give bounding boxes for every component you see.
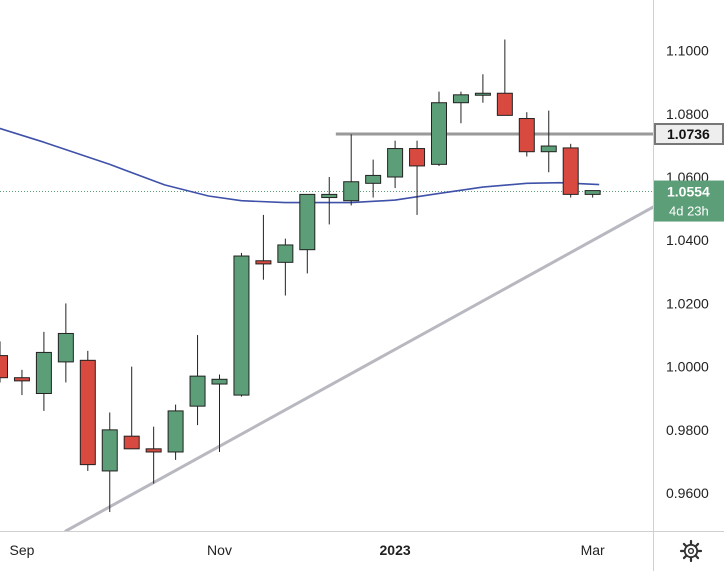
x-tick-label: 2023 xyxy=(380,542,411,558)
level-badge-label: 1.0736 xyxy=(667,126,710,142)
countdown-label: 4d 23h xyxy=(669,204,709,219)
candle[interactable] xyxy=(145,426,162,484)
candle[interactable] xyxy=(452,91,469,124)
last-price-badge-bg xyxy=(654,180,724,222)
candle[interactable] xyxy=(431,91,447,166)
x-tick-label: Nov xyxy=(207,542,232,558)
candle-body-down xyxy=(409,148,426,167)
candle[interactable] xyxy=(233,252,250,397)
candle[interactable] xyxy=(343,134,360,206)
candle-body-up xyxy=(189,375,206,407)
x-tick-label: Sep xyxy=(9,542,34,558)
candle[interactable] xyxy=(474,74,491,103)
candle[interactable] xyxy=(167,404,184,460)
candle-body-down xyxy=(145,448,162,453)
candle[interactable] xyxy=(562,143,579,198)
candle[interactable] xyxy=(189,335,206,426)
y-tick-label: 0.9800 xyxy=(666,422,709,438)
candle-body-up xyxy=(299,193,316,251)
y-tick-label: 1.1000 xyxy=(666,43,709,59)
y-tick-label: 1.0800 xyxy=(666,106,709,122)
candle-body-down xyxy=(562,147,579,195)
y-tick-label: 1.0400 xyxy=(666,232,709,248)
candle-body-up xyxy=(167,410,184,453)
last-price-badge[interactable]: 1.0554 4d 23h xyxy=(654,180,724,222)
candle-body-down xyxy=(255,260,272,265)
plot-content xyxy=(0,39,714,531)
last-price-label: 1.0554 xyxy=(667,184,710,200)
candle[interactable] xyxy=(409,140,426,215)
y-tick-label: 0.9600 xyxy=(666,485,709,501)
candle-body-up xyxy=(343,181,360,202)
candle[interactable] xyxy=(0,341,8,383)
y-tick-label: 1.0000 xyxy=(666,359,709,375)
candle-body-up xyxy=(233,255,250,396)
level-price-badge[interactable]: 1.0736 xyxy=(654,123,724,146)
moving-average-line xyxy=(0,127,600,204)
candle-body-up xyxy=(431,102,447,165)
candle-body-up xyxy=(452,94,469,104)
y-tick-label: 1.0200 xyxy=(666,295,709,311)
candle-body-up xyxy=(387,148,404,178)
candle-body-up xyxy=(321,193,338,199)
candle[interactable] xyxy=(321,177,338,225)
candle[interactable] xyxy=(540,110,557,173)
gear-icon[interactable] xyxy=(679,539,703,563)
candle-body-up xyxy=(211,378,228,385)
candle[interactable] xyxy=(365,159,382,198)
candle[interactable] xyxy=(35,331,52,411)
candle-body-up xyxy=(474,92,491,96)
candle[interactable] xyxy=(255,214,272,280)
candle[interactable] xyxy=(13,369,30,396)
candle[interactable] xyxy=(123,366,140,450)
candle[interactable] xyxy=(518,112,535,157)
candle-body-down xyxy=(13,377,30,382)
candle[interactable] xyxy=(387,140,404,189)
candle[interactable] xyxy=(496,39,513,116)
plot-area[interactable] xyxy=(0,39,714,531)
candle[interactable] xyxy=(79,350,96,471)
candle-body-up xyxy=(277,244,294,263)
candle-body-down xyxy=(0,355,8,379)
x-tick-label: Mar xyxy=(581,542,605,558)
candle[interactable] xyxy=(211,374,228,452)
candle-body-down xyxy=(79,359,96,466)
gear-hub xyxy=(687,547,695,555)
candle-body-down xyxy=(496,92,513,116)
candle[interactable] xyxy=(277,238,294,296)
candle-body-up xyxy=(35,351,52,395)
candle-body-up xyxy=(584,190,601,195)
trendline[interactable] xyxy=(64,174,714,531)
candle-body-up xyxy=(101,429,118,472)
candle[interactable] xyxy=(101,412,118,513)
candle[interactable] xyxy=(299,193,316,274)
candle-body-down xyxy=(518,118,535,153)
candle[interactable] xyxy=(584,190,601,198)
candle[interactable] xyxy=(57,303,74,383)
candle-body-up xyxy=(365,174,382,184)
candle-body-down xyxy=(123,435,140,450)
candle-body-up xyxy=(540,145,557,153)
candle-body-up xyxy=(57,332,74,363)
level-badge-inner xyxy=(656,125,722,144)
